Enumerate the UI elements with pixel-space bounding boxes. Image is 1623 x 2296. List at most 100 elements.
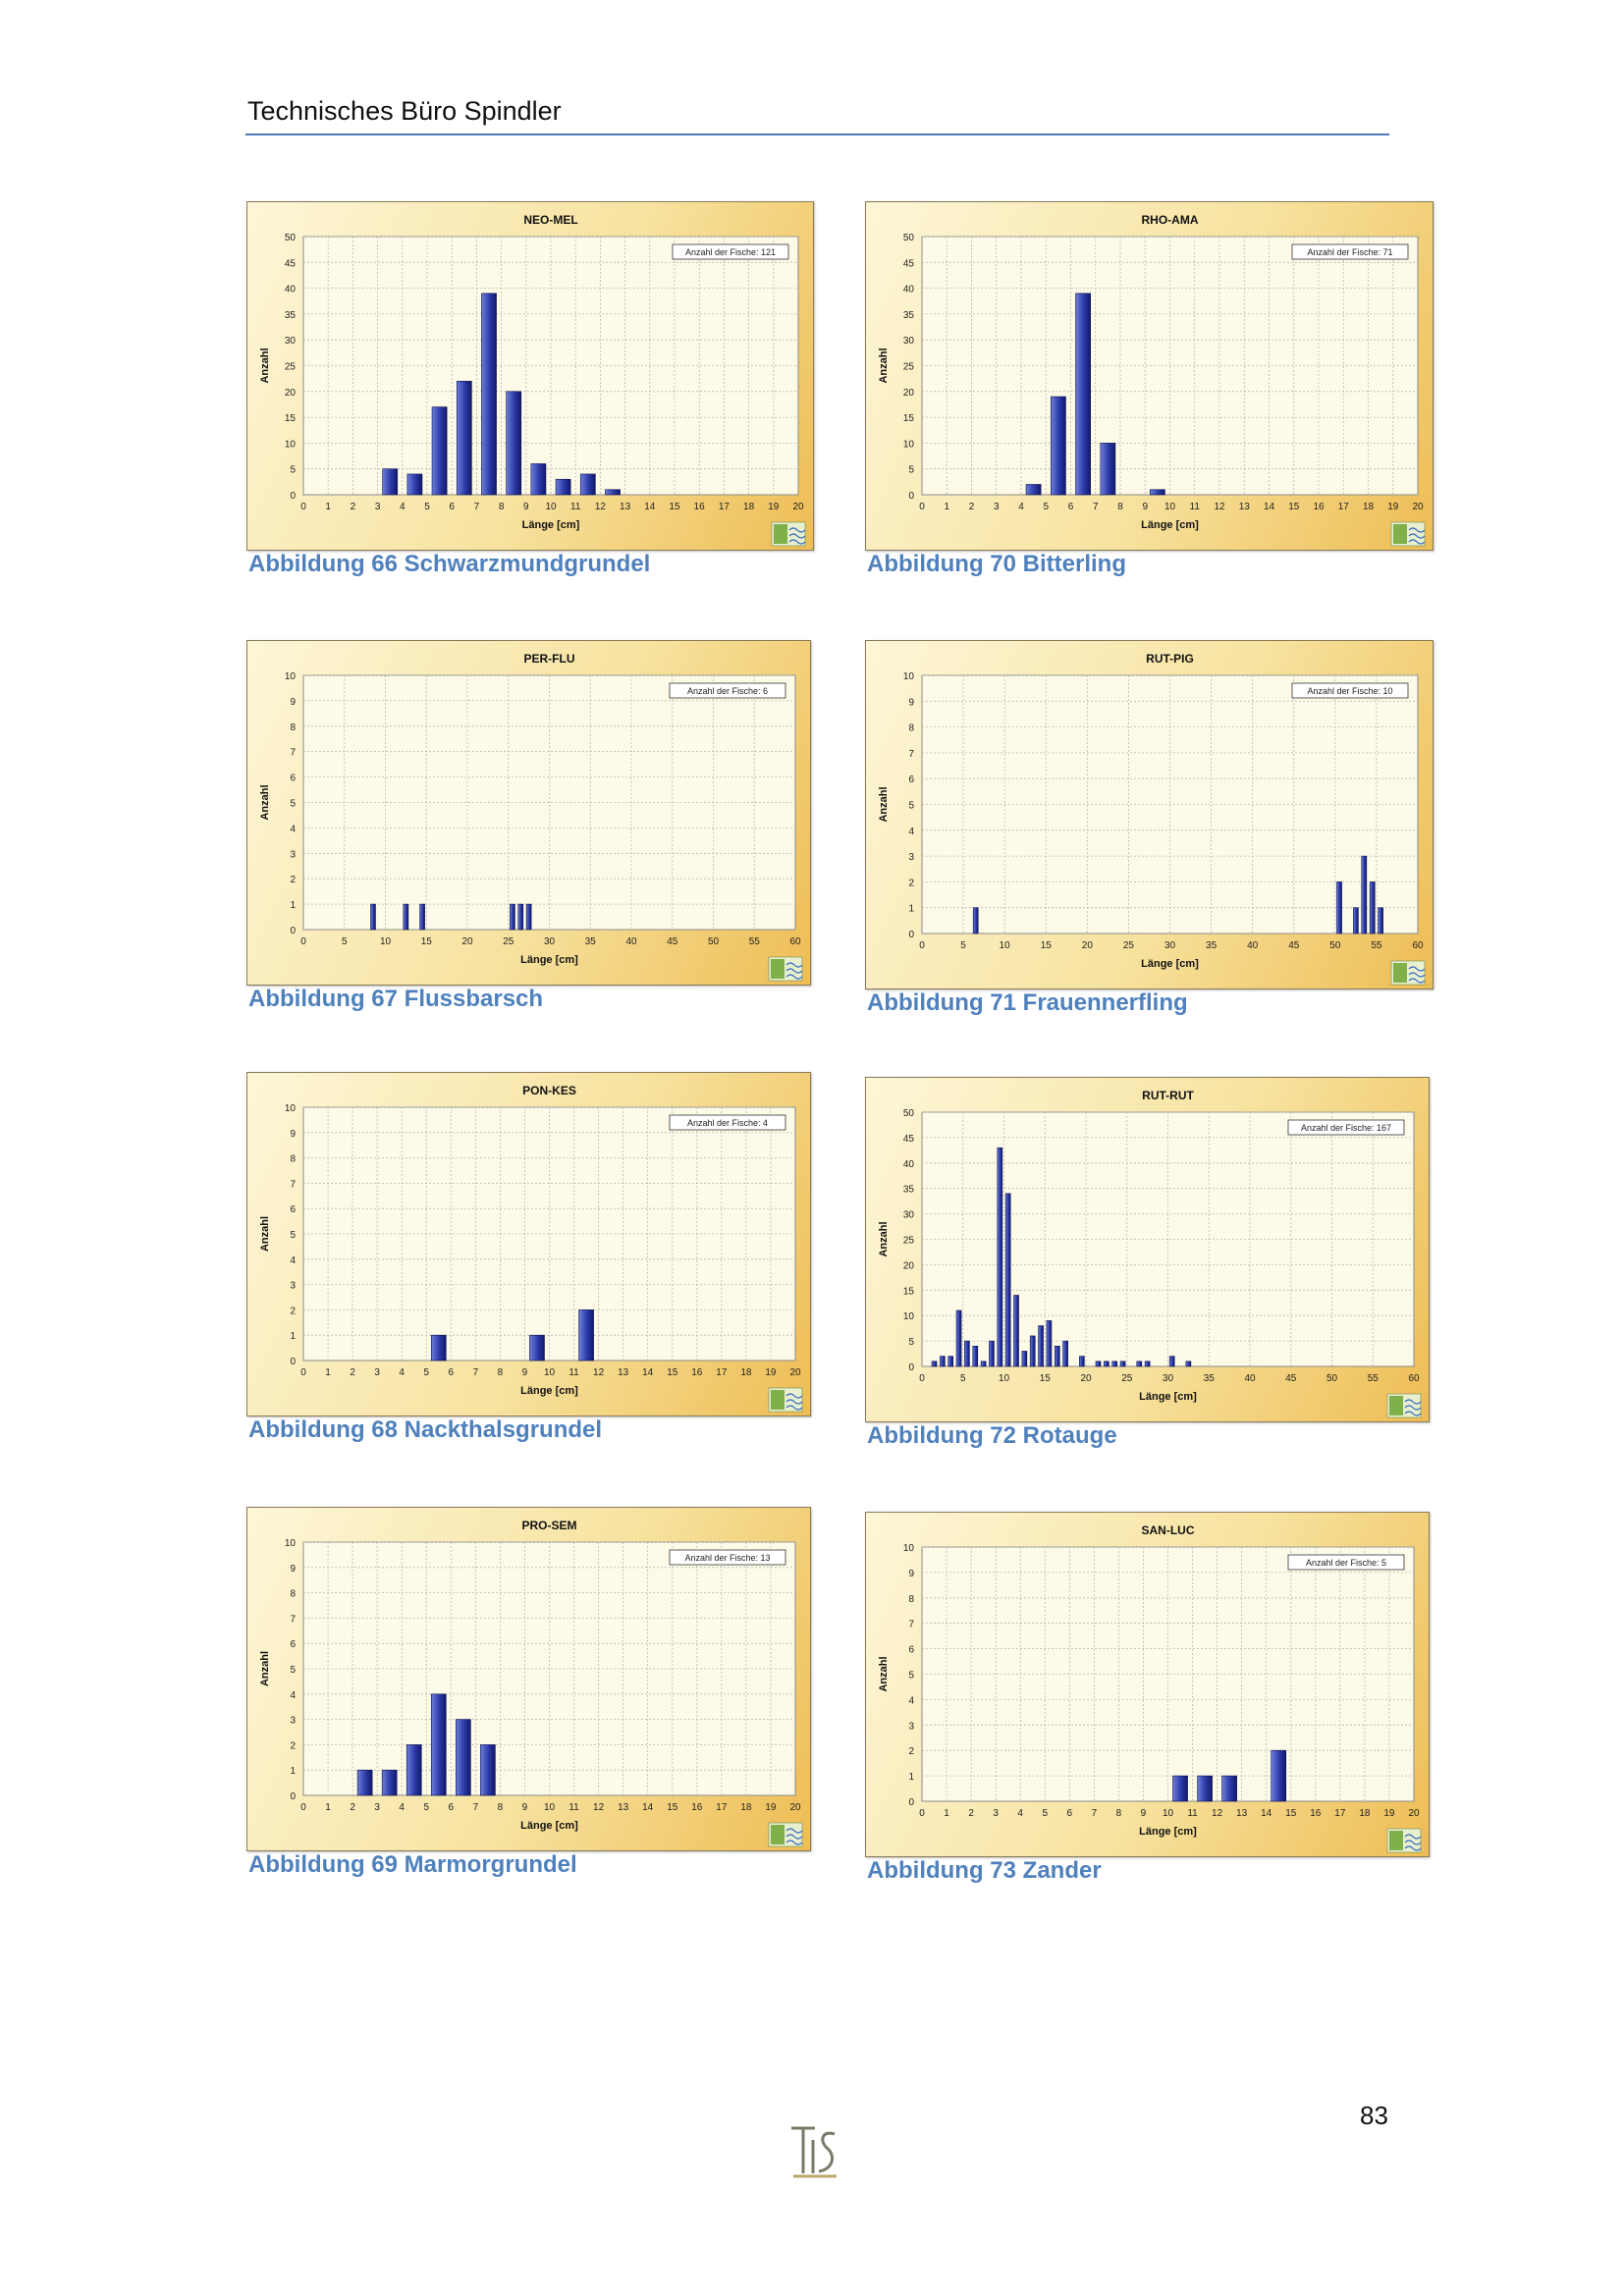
x-tick-label: 3: [993, 1808, 999, 1819]
y-tick-label: 30: [903, 1210, 915, 1221]
x-axis-label: Länge [cm]: [520, 1385, 578, 1397]
x-tick-label: 35: [585, 936, 597, 947]
bar: [525, 903, 532, 931]
bar: [1271, 1749, 1287, 1802]
bar: [1361, 855, 1368, 934]
bar: [1051, 396, 1066, 496]
y-tick-label: 35: [903, 310, 915, 321]
x-tick-label: 11: [568, 1802, 579, 1813]
legend-box: [672, 243, 789, 260]
bar: [406, 1744, 422, 1796]
y-tick-label: 4: [290, 1255, 296, 1266]
legend-text: Anzahl der Fische: 71: [1307, 247, 1392, 257]
bar: [370, 903, 376, 931]
x-tick-label: 30: [1163, 1373, 1174, 1384]
x-tick-label: 25: [1121, 1373, 1133, 1384]
y-tick-label: 7: [290, 1614, 296, 1625]
x-tick-label: 0: [300, 502, 306, 512]
chart-frame: 0 1 2 3 4 5 6 7 8 9 10 0 1 2 3 4 5 6 7 8 9 10 11 12 13 14 15 16 17 18…: [246, 1072, 811, 1416]
y-tick-label: 40: [903, 1159, 915, 1170]
chart-frame: 0 1 2 3 4 5 6 7 8 9 10 0 5 10 15 20 25 30 35 40 45 50 55 60 RUT-…: [865, 640, 1434, 989]
y-tick-label: 1: [908, 904, 914, 915]
x-axis-label: Länge [cm]: [520, 954, 578, 966]
bar: [972, 907, 979, 934]
y-tick-label: 8: [908, 1594, 914, 1605]
x-tick-label: 5: [960, 1373, 966, 1384]
legend-box: [1287, 1119, 1405, 1136]
chart-frame: 0 1 2 3 4 5 6 7 8 9 10 0 1 2 3 4 5 6 7 8 9 10 11 12 13 14 15 16 17 18…: [246, 1507, 811, 1851]
x-tick-label: 6: [1067, 1808, 1073, 1819]
logo-mark: [791, 2126, 837, 2178]
bar: [1013, 1295, 1019, 1367]
chart-frame: 0 1 2 3 4 5 6 7 8 9 10 0 1 2 3 4 5 6 7 8 9 10 11 12 13 14 15 16 17 18…: [865, 1512, 1430, 1857]
bar: [578, 1309, 594, 1362]
bar: [419, 903, 425, 931]
bar: [480, 1744, 496, 1796]
y-tick-label: 40: [285, 285, 297, 295]
x-tick-label: 18: [1359, 1808, 1371, 1819]
figure-4: 0 1 2 3 4 5 6 7 8 9 10 0 5 10 15 20 25 30 35 40 45 50 55 60 RUT-…: [865, 640, 1434, 1023]
bar: [1104, 1361, 1109, 1367]
y-tick-label: 8: [290, 722, 296, 733]
y-tick-label: 6: [290, 774, 296, 784]
x-tick-label: 18: [743, 502, 755, 512]
y-tick-label: 1: [290, 900, 296, 911]
x-axis-label: Länge [cm]: [1141, 519, 1199, 531]
x-tick-label: 15: [667, 1367, 678, 1378]
x-tick-label: 17: [719, 502, 730, 512]
chart-title: SAN-LUC: [1142, 1523, 1195, 1537]
y-tick-label: 7: [290, 748, 296, 759]
y-tick-label: 0: [908, 1362, 914, 1373]
x-tick-label: 13: [1239, 502, 1251, 512]
y-tick-label: 7: [908, 1620, 914, 1630]
bar: [530, 463, 547, 496]
y-axis-label: Anzahl: [259, 1651, 271, 1686]
x-tick-label: 1: [944, 502, 949, 512]
figure-7: 0 1 2 3 4 5 6 7 8 9 10 0 1 2 3 4 5 6 7 8 9 10 11 12 13 14 15 16 17 18…: [246, 1507, 811, 1885]
x-tick-label: 14: [642, 1802, 654, 1813]
x-tick-label: 12: [595, 502, 607, 512]
corner-logo-icon-part: [1389, 1831, 1403, 1850]
x-tick-label: 5: [423, 1802, 429, 1813]
chart-title: NEO-MEL: [523, 213, 577, 227]
bar: [456, 1719, 471, 1796]
bar: [605, 489, 621, 496]
y-tick-label: 20: [903, 388, 915, 399]
x-tick-label: 15: [669, 502, 680, 512]
y-tick-label: 6: [908, 1645, 914, 1656]
y-axis-label: Anzahl: [259, 347, 271, 383]
x-tick-label: 2: [351, 502, 356, 512]
bar: [510, 903, 515, 931]
chart-frame: 0 5 10 15 20 25 30 35 40 45 50 0 5 10 15 20 25 30 35 40 45 50…: [865, 1077, 1430, 1422]
corner-logo-icon-part: [1393, 963, 1407, 983]
x-tick-label: 10: [1163, 1808, 1174, 1819]
x-tick-label: 4: [399, 1367, 405, 1378]
y-tick-label: 30: [285, 336, 297, 347]
company-logo: [785, 2120, 844, 2181]
bar: [997, 1147, 1003, 1367]
y-tick-label: 5: [908, 1337, 914, 1348]
corner-logo-icon-part: [771, 1825, 784, 1844]
legend-box: [1291, 682, 1409, 699]
y-tick-label: 50: [903, 233, 915, 243]
y-tick-label: 6: [290, 1639, 296, 1650]
bar: [1100, 443, 1116, 496]
x-tick-label: 2: [350, 1367, 355, 1378]
bar: [381, 1769, 398, 1796]
x-axis-label: Länge [cm]: [1139, 1391, 1197, 1403]
figure-1: 0 5 10 15 20 25 30 35 40 45 50 0 1 2 3 4 5 6 7 8 9 10 11 12 13 14…: [246, 201, 814, 584]
y-tick-label: 4: [908, 827, 914, 837]
figure-caption: Abbildung 68 Nackthalsgrundel: [248, 1416, 603, 1443]
y-tick-label: 6: [290, 1204, 296, 1215]
bar: [1021, 1351, 1028, 1367]
bar: [980, 1361, 987, 1367]
x-tick-label: 1: [944, 1808, 949, 1819]
y-tick-label: 3: [290, 1281, 296, 1292]
y-tick-label: 4: [290, 1690, 296, 1701]
figure-caption: Abbildung 67 Flussbarsch: [248, 986, 544, 1012]
x-tick-label: 7: [1092, 1808, 1098, 1819]
bar: [1136, 1361, 1143, 1367]
x-tick-label: 17: [716, 1367, 728, 1378]
y-tick-label: 10: [285, 1538, 297, 1549]
